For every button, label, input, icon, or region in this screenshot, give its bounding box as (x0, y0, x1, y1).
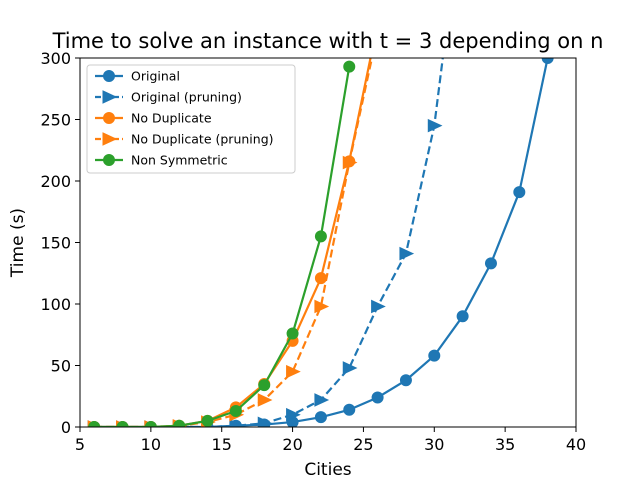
y-tick-label: 0 (61, 418, 71, 437)
legend-marker (103, 154, 115, 166)
legend-frame (86, 64, 296, 174)
series-line (94, 58, 444, 427)
legend-item: No Duplicate (95, 111, 212, 126)
legend: Original Original (pruning) No Duplicate No… (86, 64, 296, 174)
legend-item: No Duplicate (pruning) (95, 132, 274, 147)
legend-label: Original (131, 69, 180, 84)
y-tick-label: 100 (40, 295, 71, 314)
legend-label: No Duplicate (131, 111, 212, 126)
y-tick-label: 50 (51, 357, 71, 376)
legend-item: Original (pruning) (95, 90, 242, 105)
data-point (342, 361, 358, 375)
y-tick-label: 200 (40, 172, 71, 191)
x-axis-label: Cities (304, 460, 351, 480)
legend-label: No Duplicate (pruning) (131, 132, 274, 147)
legend-label: Non Symmetric (131, 153, 228, 168)
data-point (258, 379, 271, 392)
data-point (257, 393, 273, 407)
data-point (541, 58, 554, 64)
x-tick-label: 40 (566, 435, 586, 454)
legend-item: Original (95, 69, 180, 84)
data-point (286, 327, 299, 340)
x-tick-label: 10 (141, 435, 161, 454)
data-point (286, 364, 301, 379)
legend-marker (103, 70, 115, 82)
data-point (428, 349, 441, 362)
legend-label: Original (pruning) (131, 90, 242, 105)
data-point (371, 391, 384, 404)
data-point (314, 299, 330, 314)
data-point (286, 407, 301, 422)
data-point (88, 421, 101, 427)
data-point (399, 246, 415, 261)
legend-marker (102, 132, 118, 146)
x-tick-label: 20 (282, 435, 302, 454)
data-point (484, 257, 497, 270)
data-point (343, 60, 356, 73)
y-tick-label: 300 (40, 49, 71, 68)
data-point (257, 416, 273, 427)
chart-title: Time to solve an instance with t = 3 dep… (52, 29, 604, 53)
plot-frame (79, 57, 577, 428)
data-point (144, 421, 157, 427)
data-point (201, 414, 214, 427)
data-point (314, 393, 330, 407)
data-point (314, 411, 327, 424)
series-5 (88, 60, 356, 427)
y-tick-label: 150 (40, 234, 71, 253)
data-point (173, 419, 186, 427)
data-point (229, 405, 242, 418)
data-point (513, 186, 526, 199)
x-tick-label: 30 (424, 435, 444, 454)
data-point (427, 118, 443, 133)
data-point (343, 403, 356, 416)
data-point (371, 299, 386, 314)
data-point (342, 155, 358, 170)
data-point (116, 421, 129, 427)
legend-item: Non Symmetric (95, 153, 228, 168)
data-point (314, 272, 327, 285)
data-point (229, 418, 245, 427)
data-point (399, 374, 412, 387)
x-tick-label: 5 (75, 435, 85, 454)
legend-marker (102, 90, 118, 104)
x-tick-label: 25 (353, 435, 373, 454)
series-line (94, 66, 351, 427)
data-point (314, 230, 327, 243)
x-tick-label: 15 (212, 435, 232, 454)
data-point (456, 310, 469, 323)
y-tick-label: 250 (40, 111, 71, 130)
legend-marker (103, 112, 115, 124)
x-tick-label: 35 (495, 435, 515, 454)
y-axis-label: Time (s) (8, 208, 28, 278)
